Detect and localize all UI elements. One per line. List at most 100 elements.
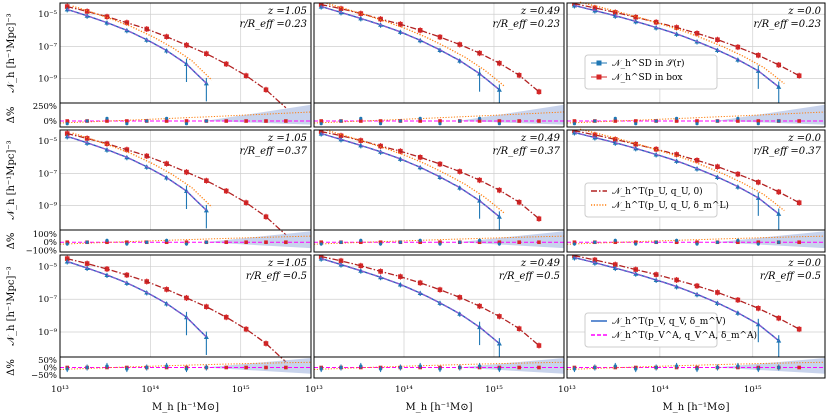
ratio-sd-point [85, 119, 89, 123]
ratio-box-point [125, 119, 129, 123]
ratio-sd-point [613, 364, 617, 368]
ratio-frame [566, 356, 826, 379]
variance-band [204, 358, 311, 374]
x-axis-label: M_h [h⁻¹M⊙] [662, 402, 729, 413]
y-ratio-label: Δ% [6, 359, 17, 376]
ratio-linear-curve [60, 111, 311, 124]
ratio-sd-point [477, 238, 482, 242]
ratio-frame [59, 229, 312, 253]
ratio-panel-0-1 [314, 104, 564, 126]
radius-label: r/R_eff =0.23 [753, 19, 821, 30]
ratio-sd-point [145, 119, 149, 123]
ratio-box-point [736, 240, 740, 245]
box-data-point [184, 42, 189, 48]
ratio-box-point [477, 119, 482, 123]
box-data-point [694, 283, 700, 289]
ratio-sd-point [85, 365, 89, 370]
ratio-box-point [319, 240, 323, 245]
ratio-sd-point [593, 365, 597, 370]
ratio-box-point [378, 240, 383, 245]
ratio-sd-point [125, 242, 129, 246]
ratio-box-point [537, 119, 541, 123]
box-data-point [715, 164, 720, 170]
theory-approx-curve [321, 133, 500, 218]
box-data-point [184, 295, 189, 301]
ratio-sd-point [695, 122, 699, 126]
x-tick-label: 10¹⁵ [744, 385, 762, 395]
ratio-sd-point [319, 367, 323, 371]
variance-band [457, 358, 564, 374]
ratio-box-point [284, 365, 288, 370]
ratio-sd-point [339, 240, 343, 244]
ratio-sd-point [572, 122, 577, 126]
ratio-sd-point [378, 122, 383, 126]
radius-label: r/R_eff =0.37 [753, 146, 821, 157]
redshift-label: z =0.49 [520, 133, 561, 144]
ratio-sd-point [378, 367, 383, 371]
ratio-box-point [244, 119, 248, 123]
ratio-box-point [613, 240, 618, 245]
ratio-panel-0-0 [60, 104, 311, 126]
theory-box-curve [321, 255, 540, 346]
ratio-sd-point [105, 238, 109, 242]
box-data-point [417, 155, 423, 160]
ratio-sd-point [339, 365, 343, 370]
ratio-sd-point [105, 116, 109, 120]
ratio-box-point [613, 119, 618, 123]
ratio-sd-point [715, 240, 720, 244]
ratio-linear-curve [567, 235, 825, 245]
y-tick-label: 10⁻⁷ [38, 295, 57, 305]
ratio-sd-point [777, 119, 781, 123]
theory-box-curve [574, 130, 800, 204]
ratio-sd-point [359, 238, 363, 242]
ratio-box-point [65, 240, 70, 245]
ratio-box-point [184, 119, 189, 123]
ratio-sd-point [593, 119, 597, 123]
x-tick-label: 10¹⁴ [142, 385, 160, 395]
box-data-point [184, 169, 189, 175]
ratio-box-point [572, 240, 577, 245]
panel-frame [59, 2, 312, 104]
ratio-sd-point [674, 238, 679, 242]
ratio-box-point [264, 240, 268, 245]
ratio-box-point [736, 119, 740, 123]
box-data-point [776, 315, 782, 321]
variance-band [457, 231, 564, 249]
y-ratio-label: Δ% [6, 233, 17, 250]
theory-approx-curve [321, 6, 500, 91]
ratio-linear-curve [60, 361, 311, 370]
ratio-sd-point [572, 367, 577, 371]
ratio-sd-point [165, 364, 169, 368]
ratio-frame [59, 102, 312, 128]
ratio-sd-point [398, 365, 402, 370]
ratio-box-point [224, 365, 229, 370]
ratio-box-point [517, 365, 521, 370]
theory-linear-curve [326, 2, 506, 88]
x-tick-label: 10¹⁴ [395, 385, 413, 395]
radius-label: r/R_eff =0.23 [239, 19, 307, 30]
ratio-box-point [378, 119, 383, 123]
pct-tick-label: −100% [26, 246, 57, 256]
theory-box-curve [321, 3, 540, 93]
ratio-sd-point [613, 116, 617, 120]
box-data-point [358, 11, 364, 16]
ratio-linear-curve [60, 235, 311, 245]
variance-band [204, 104, 311, 125]
ratio-panel-2-0 [60, 358, 311, 374]
ratio-linear-curve [314, 235, 564, 245]
x-tick-label: 10¹³ [558, 385, 576, 395]
ratio-sd-point [184, 367, 189, 371]
redshift-label: z =0.49 [520, 258, 561, 269]
ratio-box-point [756, 119, 761, 123]
ratio-panel-1-1 [314, 231, 564, 249]
ratio-sd-point [634, 367, 638, 371]
box-data-point [536, 89, 542, 95]
ratio-box-point [105, 240, 109, 245]
legend-label: 𝒩_h^T(p_U, q_U, δ_m^L) [612, 200, 729, 211]
ratio-sd-point [125, 122, 129, 126]
ratio-linear-curve [567, 111, 825, 124]
ratio-sd-point [184, 122, 189, 126]
ratio-box-point [517, 240, 521, 245]
theory-approx-curve [67, 260, 207, 338]
pct-tick-label: −50% [31, 371, 57, 381]
